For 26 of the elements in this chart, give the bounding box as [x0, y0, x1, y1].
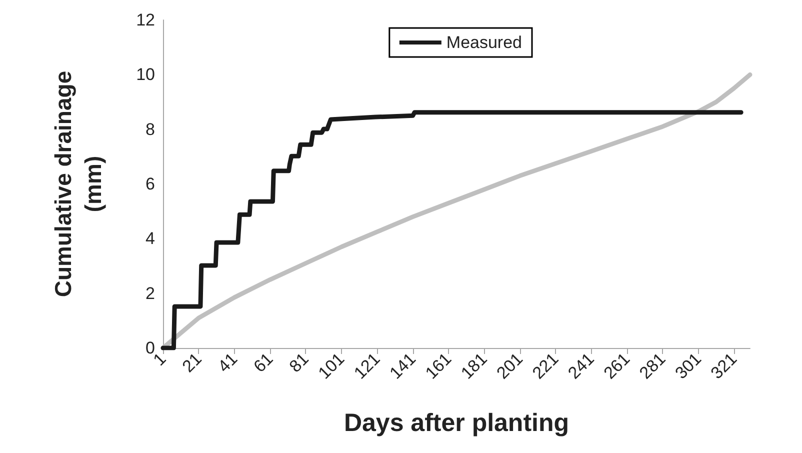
y-tick-label: 8: [146, 120, 155, 139]
x-tick-label: 121: [350, 349, 384, 383]
x-tick-label: 221: [528, 349, 562, 383]
y-axis-title: Cumulative drainage (mm): [50, 70, 106, 298]
x-tick-label: 41: [214, 349, 242, 376]
x-tick-label: 141: [386, 349, 420, 383]
x-tick-label: 321: [707, 349, 741, 383]
x-tick-label: 181: [457, 349, 491, 383]
x-tick-label: 101: [314, 349, 348, 383]
x-tick-label: 261: [600, 349, 634, 383]
x-tick-label: 21: [178, 349, 206, 376]
y-tick-label: 2: [146, 284, 155, 303]
x-tick-label: 61: [250, 349, 277, 376]
x-tick-label: 301: [672, 349, 705, 383]
legend-label: Measured: [446, 33, 522, 52]
y-tick-label: 0: [146, 338, 155, 358]
x-axis-title: Days after planting: [344, 409, 570, 437]
x-tick-label: 201: [493, 349, 527, 383]
y-tick-label: 4: [146, 229, 155, 248]
x-tick-label: 81: [286, 349, 312, 376]
y-tick-label: 6: [146, 174, 155, 194]
y-tick-label: 10: [136, 65, 155, 84]
x-tick-label: 281: [636, 349, 670, 383]
x-tick-label: 161: [422, 349, 456, 383]
x-tick-label: 241: [564, 349, 598, 383]
y-tick-label: 12: [136, 10, 155, 30]
